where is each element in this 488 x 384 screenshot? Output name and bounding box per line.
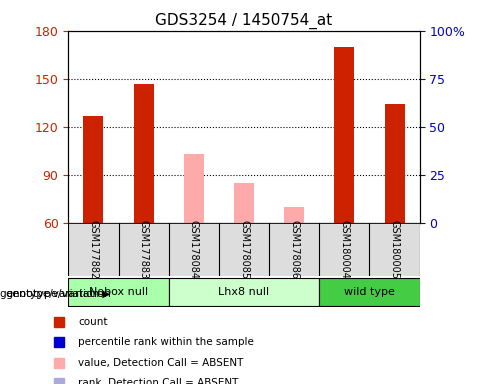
Bar xyxy=(385,104,405,223)
Text: Nobox null: Nobox null xyxy=(89,287,148,297)
Bar xyxy=(319,223,369,276)
Text: percentile rank within the sample: percentile rank within the sample xyxy=(78,338,254,348)
Bar xyxy=(334,47,354,223)
Text: genotype/variation ▶: genotype/variation ▶ xyxy=(0,289,110,299)
Bar xyxy=(269,223,319,276)
FancyBboxPatch shape xyxy=(319,278,420,306)
Bar xyxy=(184,154,204,223)
Text: GSM178085: GSM178085 xyxy=(239,220,249,279)
Bar xyxy=(119,223,169,276)
Bar xyxy=(134,84,154,223)
Text: GSM180004: GSM180004 xyxy=(339,220,349,279)
Text: Lhx8 null: Lhx8 null xyxy=(219,287,269,297)
FancyBboxPatch shape xyxy=(169,278,319,306)
Text: genotype/variation: genotype/variation xyxy=(5,289,111,299)
Bar xyxy=(369,223,420,276)
Text: value, Detection Call = ABSENT: value, Detection Call = ABSENT xyxy=(78,358,244,368)
Bar xyxy=(234,183,254,223)
Bar xyxy=(68,223,119,276)
Text: GSM178086: GSM178086 xyxy=(289,220,299,279)
Text: count: count xyxy=(78,317,107,327)
FancyBboxPatch shape xyxy=(68,278,169,306)
Bar xyxy=(284,207,304,223)
Text: GSM178084: GSM178084 xyxy=(189,220,199,279)
Text: rank, Detection Call = ABSENT: rank, Detection Call = ABSENT xyxy=(78,378,239,384)
Bar xyxy=(83,116,103,223)
Bar xyxy=(169,223,219,276)
Text: GSM180005: GSM180005 xyxy=(389,220,400,279)
Text: GSM177882: GSM177882 xyxy=(88,220,99,279)
Bar xyxy=(219,223,269,276)
Text: wild type: wild type xyxy=(344,287,395,297)
Text: GSM177883: GSM177883 xyxy=(139,220,149,279)
Title: GDS3254 / 1450754_at: GDS3254 / 1450754_at xyxy=(155,13,333,29)
